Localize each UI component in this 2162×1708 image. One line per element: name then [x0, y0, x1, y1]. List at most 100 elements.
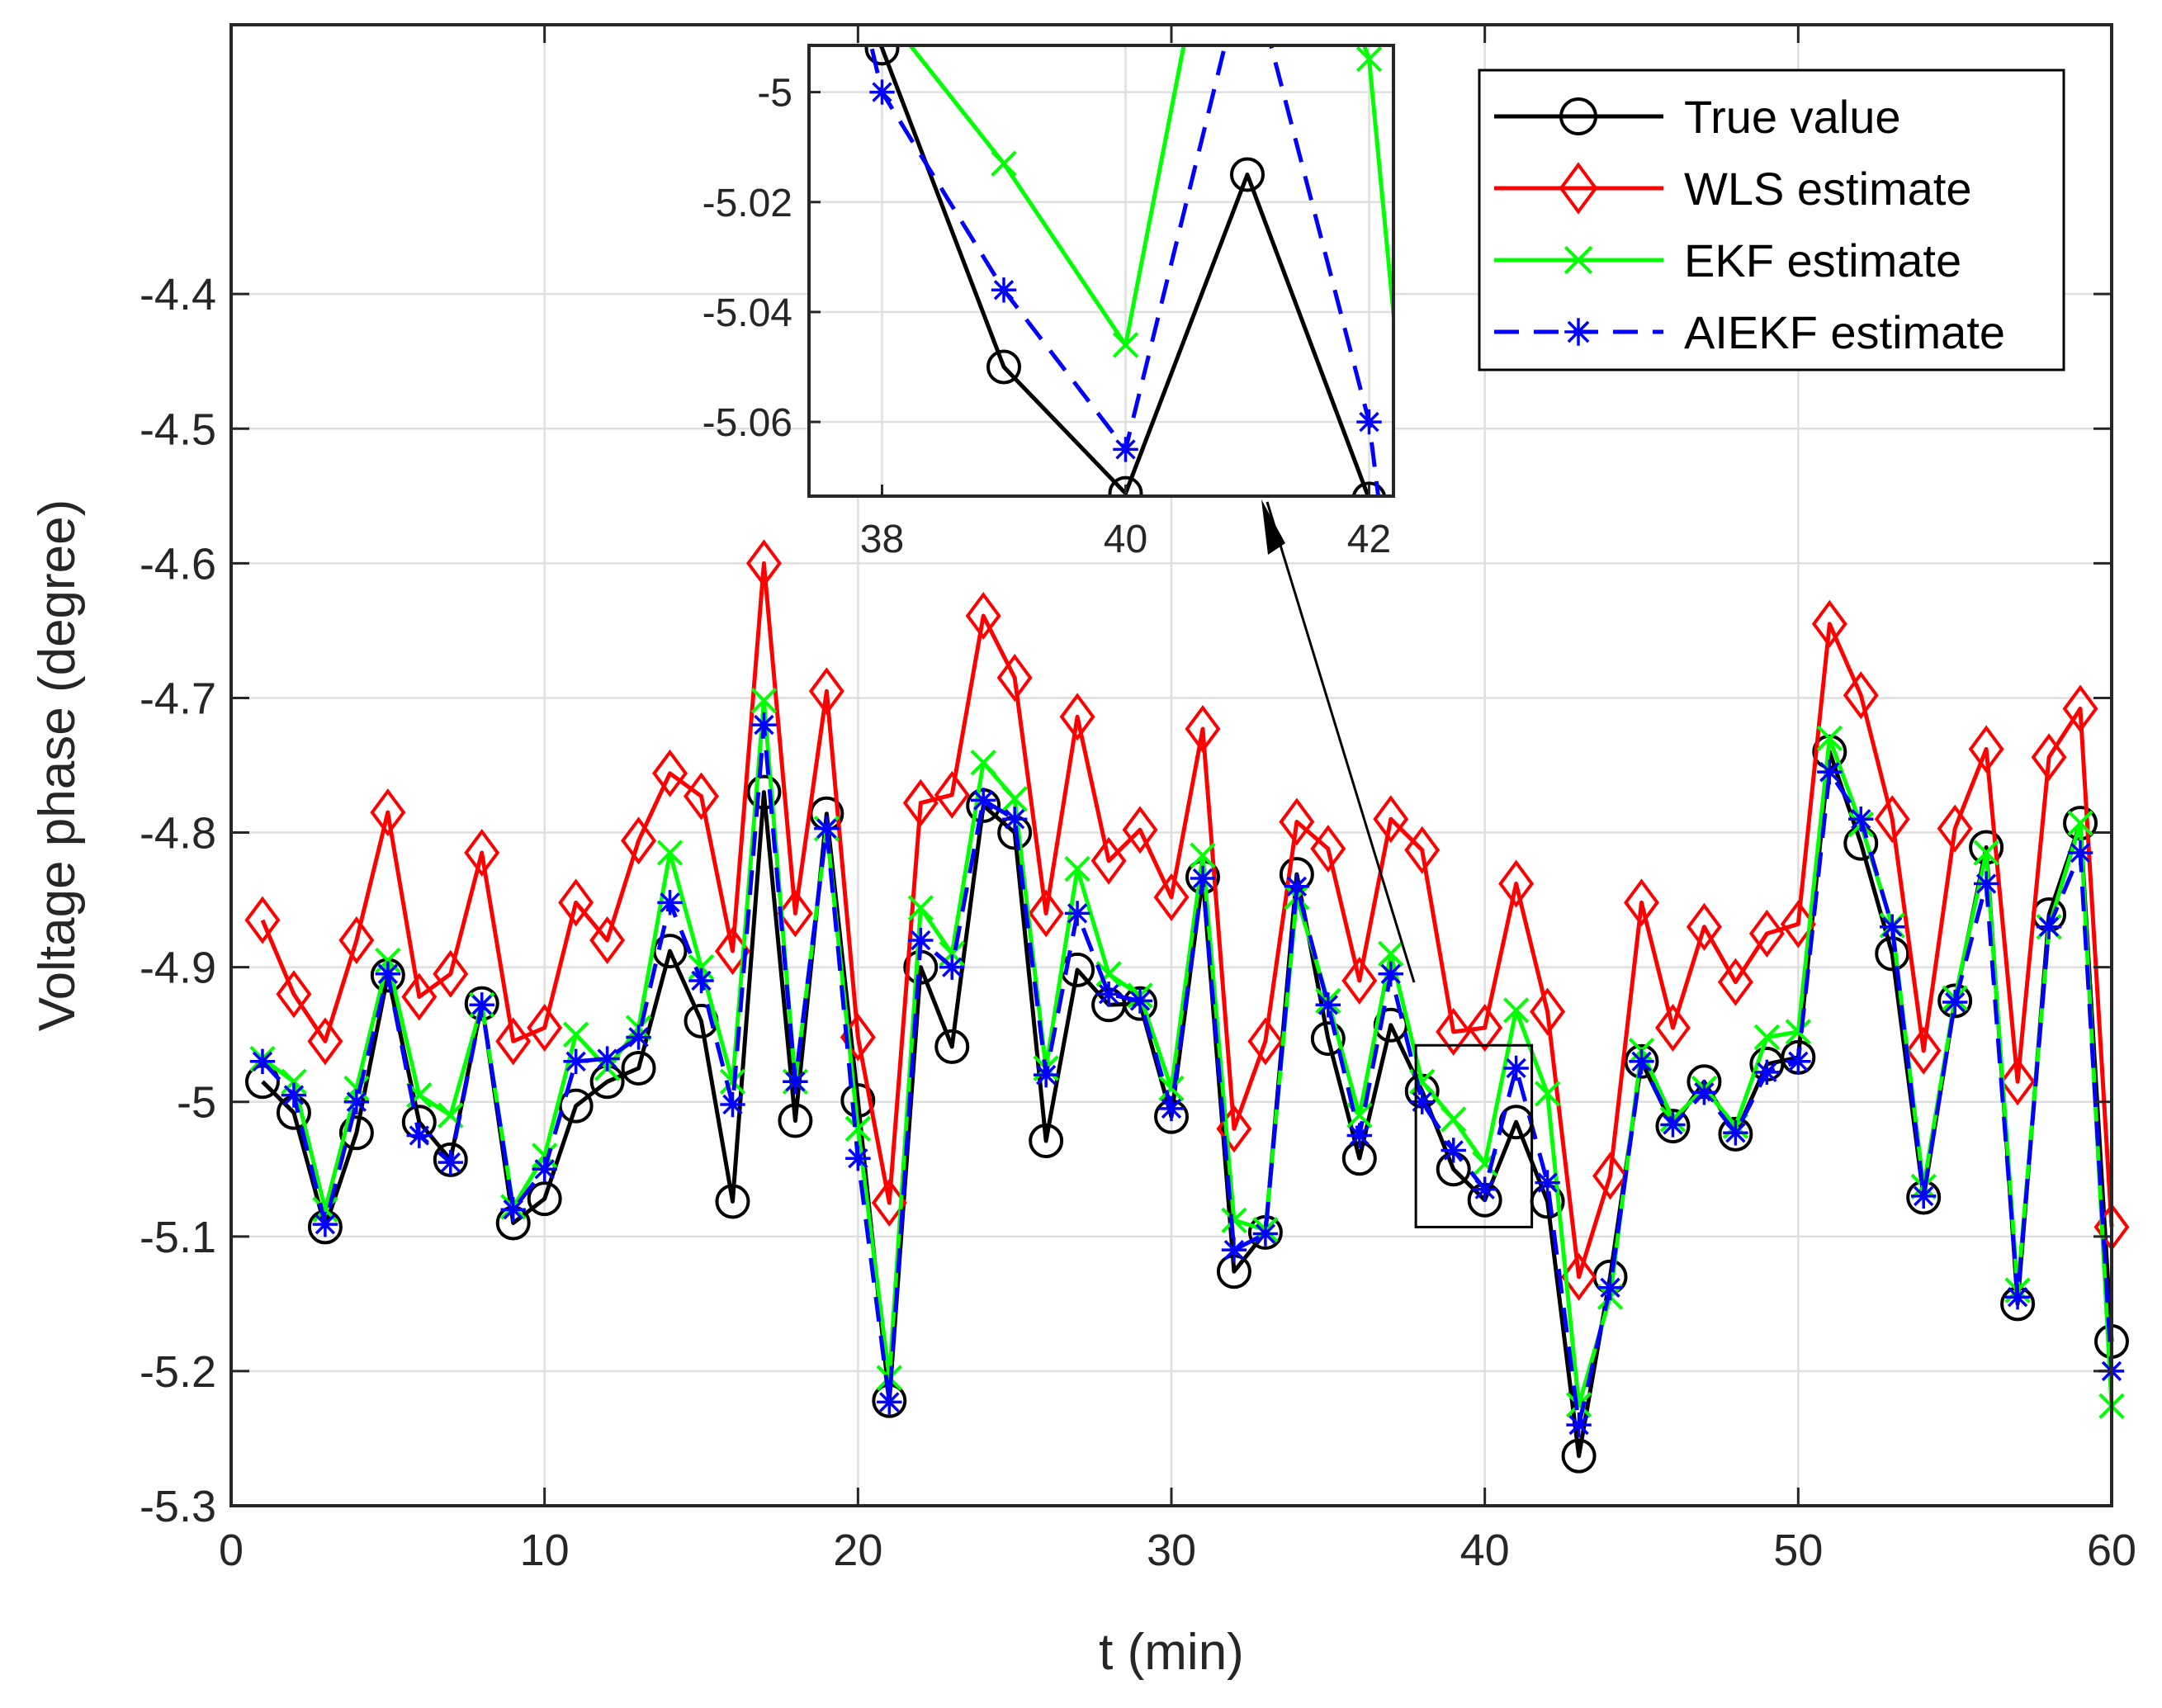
inset-point-aiekf-estimate	[1356, 409, 1382, 435]
inset-point-aiekf-estimate	[1113, 437, 1138, 462]
point-ekf-estimate	[844, 1115, 871, 1143]
point-wls-estimate	[495, 1017, 532, 1066]
inset-point-aiekf-estimate	[869, 79, 895, 105]
point-wls-estimate	[965, 591, 1001, 640]
point-wls-estimate	[1185, 704, 1221, 753]
inset-point-aiekf-estimate	[991, 277, 1017, 303]
point-true-value	[621, 1050, 656, 1086]
point-ekf-estimate	[532, 1143, 558, 1169]
point-ekf-estimate	[281, 1068, 307, 1095]
point-true-value	[746, 774, 782, 810]
point-wls-estimate	[996, 653, 1033, 703]
point-true-value	[934, 1029, 970, 1064]
point-ekf-estimate	[1816, 725, 1843, 752]
point-aiekf-estimate	[438, 1149, 463, 1176]
point-wls-estimate	[1561, 1252, 1597, 1301]
inset-x-tick-label: 42	[1347, 518, 1391, 561]
point-wls-estimate	[1341, 956, 1378, 1005]
point-aiekf-estimate	[343, 1089, 370, 1114]
point-wls-estimate	[902, 778, 939, 827]
inset-grid	[809, 45, 1393, 496]
point-aiekf-estimate	[406, 1123, 432, 1148]
point-wls-estimate	[1717, 958, 1753, 1006]
point-wls-estimate	[307, 1017, 343, 1066]
point-ekf-estimate	[1190, 842, 1216, 868]
point-aiekf-estimate	[1284, 873, 1310, 899]
point-aiekf-estimate	[1660, 1112, 1686, 1138]
point-wls-estimate	[1122, 806, 1158, 854]
point-aiekf-estimate	[375, 961, 401, 986]
x-tick-label: 0	[219, 1526, 244, 1575]
point-wls-estimate	[1404, 826, 1441, 874]
point-true-value	[778, 1103, 813, 1138]
point-aiekf-estimate	[720, 1091, 745, 1118]
point-wls-estimate	[1592, 1152, 1629, 1200]
point-wls-estimate	[1624, 878, 1659, 927]
point-true-value	[1937, 983, 1973, 1019]
point-true-value	[1718, 1116, 1753, 1152]
point-ekf-estimate	[1158, 1075, 1185, 1102]
point-aiekf-estimate	[2004, 1285, 2031, 1310]
point-ekf-estimate	[1502, 997, 1530, 1024]
point-wls-estimate	[244, 896, 281, 944]
legend-item-aiekf-estimate: AIEKF estimate	[1494, 306, 2005, 358]
inset-y-tick-label: -5.06	[703, 401, 792, 445]
point-wls-estimate	[1905, 1026, 1942, 1075]
y-tick-label: -4.7	[140, 674, 216, 723]
inset-series	[864, 45, 1393, 496]
zoom-arrow-line	[1266, 501, 1416, 983]
point-ekf-estimate	[1001, 786, 1028, 812]
point-true-value	[1310, 1021, 1346, 1057]
point-aiekf-estimate	[594, 1046, 620, 1072]
point-wls-estimate	[2062, 684, 2098, 733]
inset-point-true-value	[1108, 475, 1143, 496]
point-wls-estimate	[1811, 599, 1847, 648]
inset-series-ekf-estimate	[907, 45, 1393, 358]
point-true-value	[1029, 1124, 1064, 1159]
series-aiekf-estimate	[249, 712, 2125, 1438]
legend-label: True value	[1684, 91, 1901, 143]
legend-swatch-marker	[1559, 162, 1598, 215]
point-aiekf-estimate	[1754, 1059, 1780, 1086]
point-aiekf-estimate	[908, 927, 934, 953]
point-aiekf-estimate	[751, 712, 777, 738]
point-true-value	[558, 1088, 594, 1124]
legend-label: WLS estimate	[1684, 163, 1972, 215]
point-aiekf-estimate	[1001, 807, 1028, 832]
point-aiekf-estimate	[814, 816, 840, 841]
point-aiekf-estimate	[626, 1024, 651, 1050]
inset-point-ekf-estimate	[1355, 45, 1383, 73]
inset-point-true-value	[1230, 157, 1265, 192]
point-aiekf-estimate	[563, 1048, 589, 1074]
legend-items: True value WLS estimate EKF estimate AIEKF …	[1494, 91, 2005, 358]
point-aiekf-estimate	[1503, 1055, 1529, 1081]
point-wls-estimate	[621, 816, 657, 865]
point-ekf-estimate	[750, 688, 778, 714]
point-wls-estimate	[934, 770, 970, 819]
point-wls-estimate	[1436, 1007, 1472, 1056]
point-aiekf-estimate	[1378, 961, 1403, 986]
point-wls-estimate	[1247, 1017, 1284, 1066]
point-wls-estimate	[745, 539, 782, 588]
x-tick-label: 60	[2087, 1526, 2136, 1575]
point-aiekf-estimate	[688, 968, 714, 994]
x-tick-label: 30	[1147, 1526, 1196, 1575]
y-axis-label: Voltage phase (degree)	[29, 499, 86, 1032]
point-wls-estimate	[1059, 693, 1095, 741]
point-aiekf-estimate	[1095, 982, 1122, 1007]
inset-plot-area	[809, 45, 1393, 496]
point-wls-estimate	[589, 916, 626, 965]
point-true-value	[715, 1184, 750, 1219]
x-tick-label: 50	[1773, 1526, 1823, 1575]
point-true-value	[1624, 1043, 1659, 1079]
point-aiekf-estimate	[1158, 1095, 1185, 1122]
point-ekf-estimate	[1973, 840, 1999, 866]
point-aiekf-estimate	[877, 1389, 902, 1415]
legend-swatch-marker	[1564, 318, 1592, 346]
point-aiekf-estimate	[1973, 871, 1999, 897]
point-aiekf-estimate	[1441, 1138, 1466, 1163]
point-wls-estimate	[1310, 825, 1346, 873]
x-tick-label: 40	[1460, 1526, 1510, 1575]
y-tick-label: -4.4	[140, 270, 216, 319]
